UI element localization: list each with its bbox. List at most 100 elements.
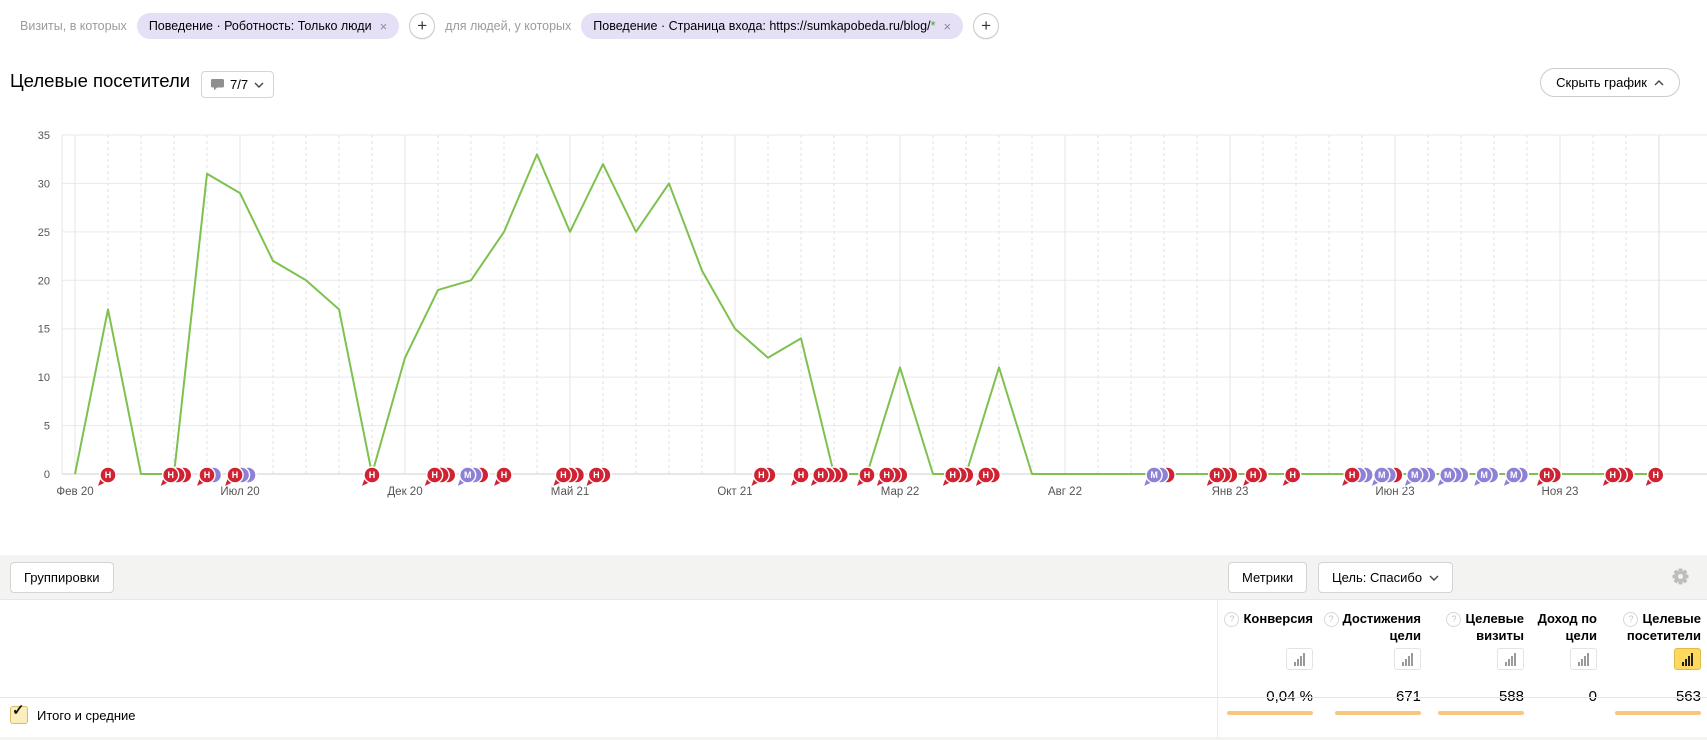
chevron-up-icon [1654, 79, 1664, 86]
x-axis-tick-label: Окт 21 [717, 486, 752, 498]
add-visits-condition-button[interactable]: + [409, 13, 436, 39]
svg-text:Н: Н [864, 470, 871, 480]
annotation-marker[interactable]: Н [551, 466, 586, 488]
totals-value-goal-reaches: 671 [1335, 688, 1421, 716]
svg-text:Н: Н [501, 470, 508, 480]
segment-filter-bar: Визиты, в которых Поведение · Роботность… [20, 13, 1000, 39]
chart-metric-toggle-goal-visits[interactable] [1497, 648, 1524, 671]
annotation-marker[interactable]: М [1436, 466, 1470, 488]
groupings-button[interactable]: Группировки [10, 562, 114, 593]
svg-text:Н: Н [369, 470, 376, 480]
annotation-marker[interactable]: Н [1644, 466, 1665, 488]
column-header-conversion[interactable]: ? Конверсия [1224, 600, 1313, 644]
y-axis-tick-label: 0 [44, 469, 50, 481]
chart-metric-toggle-conversion[interactable] [1286, 648, 1313, 671]
chart-metric-toggle-goal-reaches[interactable] [1394, 648, 1421, 671]
help-icon[interactable]: ? [1224, 612, 1240, 627]
totals-checkbox[interactable]: ✓ [10, 702, 28, 724]
annotation-marker[interactable]: Н [584, 466, 612, 488]
svg-text:Н: Н [818, 470, 825, 480]
chart-metric-toggle-goal-users[interactable] [1674, 648, 1701, 671]
annotation-marker[interactable]: Н [159, 466, 193, 488]
table-toolbar: Группировки Метрики Цель: Спасибо [0, 555, 1707, 600]
svg-text:Н: Н [758, 470, 765, 480]
svg-text:Н: Н [105, 470, 112, 480]
annotation-marker[interactable]: Н [423, 466, 457, 488]
annotation-marker[interactable]: Н [809, 466, 849, 488]
annotation-marker[interactable]: М [1370, 466, 1404, 488]
annotation-marker[interactable]: Н [875, 466, 909, 488]
annotation-marker[interactable]: Н [195, 466, 223, 488]
annotation-marker[interactable]: Н [1241, 466, 1269, 488]
y-axis-tick-label: 35 [38, 130, 50, 142]
svg-text:Н: Н [1250, 470, 1257, 480]
help-icon[interactable]: ? [1623, 612, 1639, 627]
settings-gear-icon[interactable] [1672, 568, 1689, 590]
target-visitors-chart[interactable]: 0 5 10 15 20 25 30 35 Фев 20 Июл 20 Дек 20 Май 21 Ок… [0, 110, 1707, 510]
totals-value-conversion: 0,04 % [1227, 688, 1313, 716]
comments-dropdown-button[interactable]: 7/7 [201, 71, 275, 98]
goal-select-button[interactable]: Цель: Спасибо [1318, 562, 1454, 593]
add-people-condition-button[interactable]: + [973, 13, 1000, 39]
totals-value-goal-users: 563 [1615, 688, 1701, 716]
column-header-goal-visits[interactable]: ? Целевые визиты [1421, 600, 1524, 644]
svg-text:Н: Н [232, 470, 239, 480]
svg-text:М: М [1510, 470, 1518, 480]
column-header-goal-revenue[interactable]: Доход по цели [1537, 611, 1597, 644]
annotation-marker[interactable]: Н [1601, 466, 1635, 488]
annotation-marker[interactable]: М [1403, 466, 1437, 488]
value-accent-bar [1615, 711, 1701, 716]
annotation-marker[interactable]: Н [789, 466, 810, 488]
help-icon[interactable]: ? [1323, 612, 1339, 627]
y-axis-tick-label: 20 [38, 275, 50, 287]
hide-chart-button[interactable]: Скрыть график [1540, 68, 1680, 97]
annotation-marker[interactable]: Н [492, 466, 513, 488]
annotation-marker[interactable]: М [1472, 466, 1500, 488]
y-axis-tick-label: 30 [38, 178, 50, 190]
annotation-marker[interactable]: Н [223, 466, 257, 488]
svg-text:Н: Н [950, 470, 957, 480]
annotation-marker[interactable]: Н [360, 466, 381, 488]
goal-select-label: Цель: Спасибо [1332, 570, 1423, 585]
help-icon[interactable]: ? [1446, 612, 1462, 627]
wildcard-char: * [930, 19, 936, 33]
annotation-marker[interactable]: Н [1205, 466, 1239, 488]
annotation-marker[interactable]: М [1502, 466, 1530, 488]
annotation-marker[interactable]: М [1142, 466, 1176, 488]
totals-label: Итого и средние [37, 708, 136, 723]
annotation-marker[interactable]: Н [1281, 466, 1302, 488]
column-header-goal-reaches[interactable]: ? Достижения цели [1313, 600, 1421, 644]
filter-chip-robotness[interactable]: Поведение · Роботность: Только люди × [136, 13, 400, 39]
annotation-marker[interactable]: Н [1340, 466, 1374, 488]
chevron-down-icon [254, 82, 264, 88]
metrics-button[interactable]: Метрики [1228, 562, 1308, 593]
remove-filter-icon[interactable]: × [943, 18, 952, 34]
x-axis-tick-label: Авг 22 [1048, 486, 1082, 498]
svg-text:Н: Н [1652, 470, 1659, 480]
metrics-columns: ? Конверсия? Достижения цели? Целевые визит… [1217, 600, 1707, 740]
annotation-marker[interactable]: Н [96, 466, 117, 488]
svg-text:Н: Н [167, 470, 174, 480]
y-axis-tick-label: 25 [38, 227, 50, 239]
chart-metric-toggle-goal-revenue[interactable] [1570, 648, 1597, 671]
svg-text:Н: Н [1289, 470, 1296, 480]
svg-text:Н: Н [431, 470, 438, 480]
remove-filter-icon[interactable]: × [379, 18, 388, 34]
annotation-marker[interactable]: Н [855, 466, 876, 488]
annotation-marker[interactable]: Н [974, 466, 1001, 488]
filter-chip-entry-page[interactable]: Поведение · Страница входа: https://sumk… [581, 13, 964, 39]
filter-chip-entry-page-label: Поведение · Страница входа: https://sumk… [593, 19, 931, 33]
svg-text:Н: Н [1610, 470, 1617, 480]
annotation-marker[interactable]: Н [941, 466, 975, 488]
svg-text:Н: Н [593, 470, 600, 480]
hide-chart-label: Скрыть график [1556, 75, 1647, 90]
column-header-goal-users[interactable]: ? Целевые посетители [1597, 600, 1701, 644]
svg-text:Н: Н [1214, 470, 1221, 480]
annotation-marker[interactable]: Н [1535, 466, 1563, 488]
annotation-marker[interactable]: Н [749, 466, 777, 488]
page-title: Целевые посетители [10, 70, 191, 91]
annotation-marker[interactable]: М [456, 466, 490, 488]
svg-text:Н: Н [983, 470, 990, 480]
checkmark-icon: ✓ [12, 702, 25, 719]
y-axis-tick-label: 5 [44, 421, 50, 433]
